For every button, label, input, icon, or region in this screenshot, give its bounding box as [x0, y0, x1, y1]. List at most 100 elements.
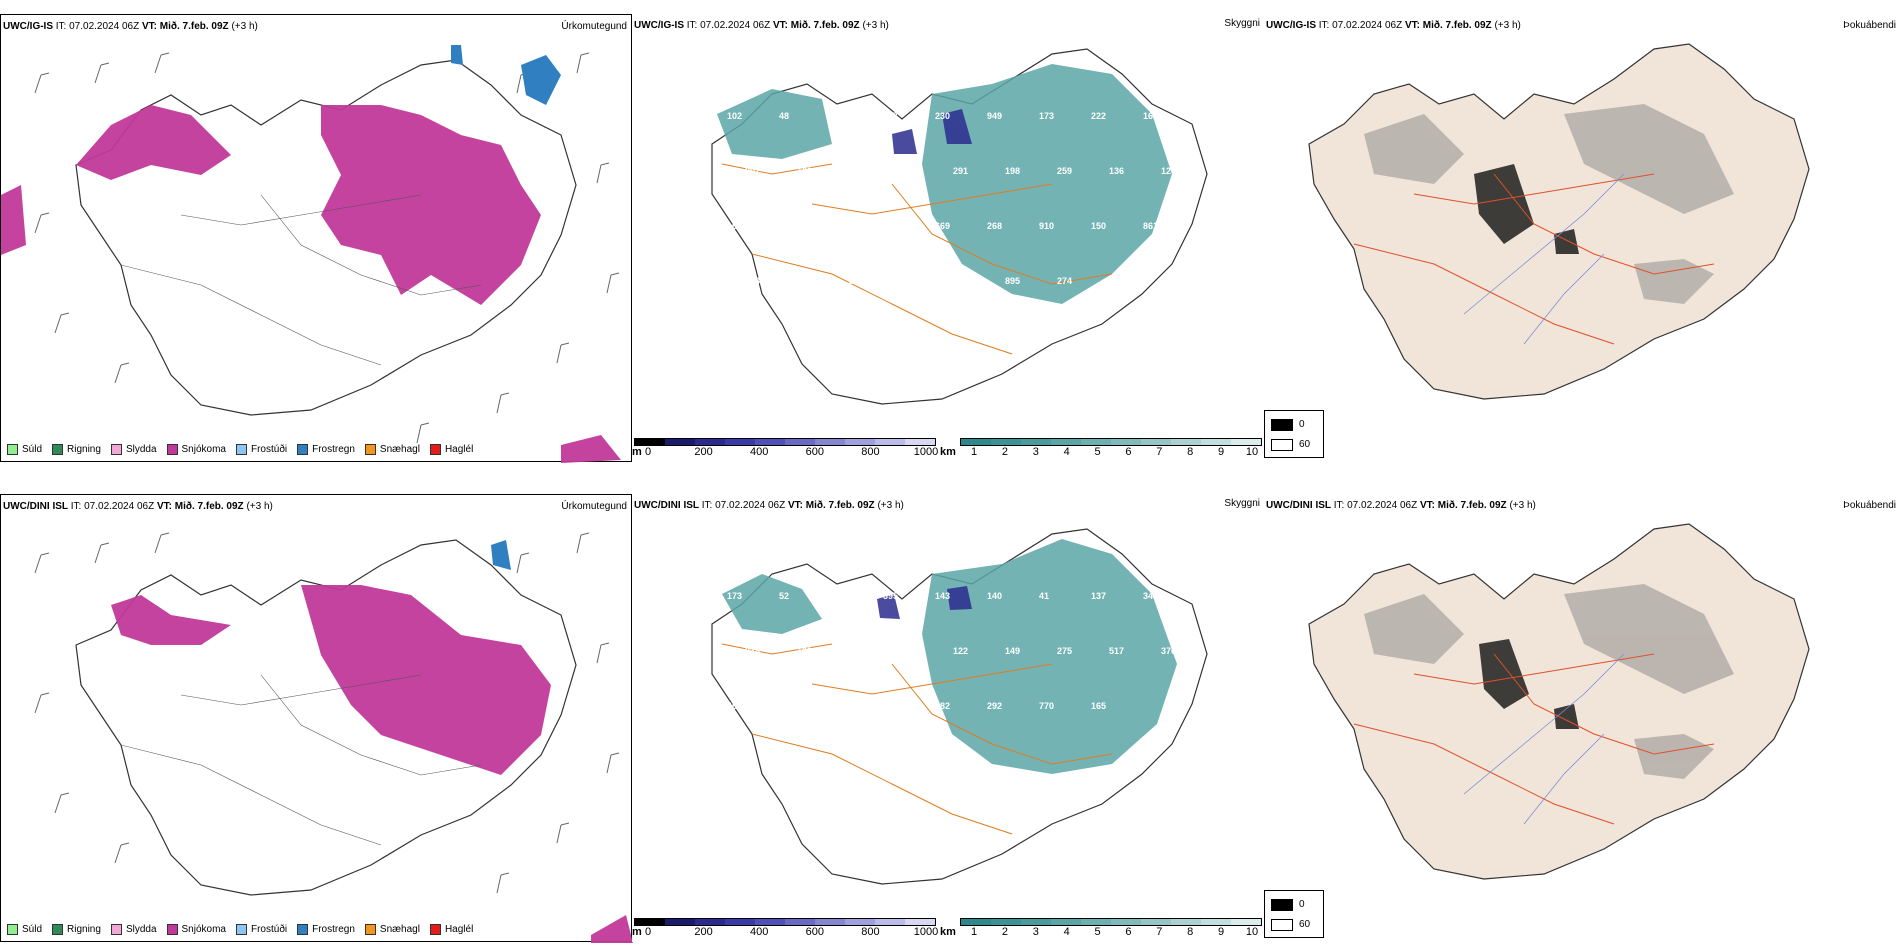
precip-header-top: UWC/IG-IS IT: 07.02.2024 06Z VT: Mið. 7.… [3, 21, 258, 32]
scale-segment [991, 919, 1021, 925]
legend-swatch [110, 924, 122, 935]
fog-dark-areas [1479, 639, 1579, 729]
scale-segment [961, 919, 991, 925]
scale-tick-label: 6 [1125, 446, 1132, 458]
fog-legend-swatch [1271, 919, 1293, 931]
cloud-base-value: 161 [779, 701, 794, 711]
legend-swatch [7, 444, 18, 455]
legend-item: Súld [7, 924, 42, 935]
scale-tick-label: 0 [644, 446, 652, 458]
legend-swatch [364, 924, 376, 935]
legend-label: Frostregn [312, 444, 355, 455]
scale-segment [1171, 919, 1201, 925]
cloud-base-value: 150 [1091, 221, 1106, 231]
cloud-base-value: 282 [935, 701, 950, 711]
lead-time: (+3 h) [1509, 500, 1536, 511]
vt-value: Mið. 7.feb. 09Z [159, 21, 229, 32]
cloud-header-bottom: UWC/DINI ISL IT: 07.02.2024 06Z VT: Mið.… [634, 500, 904, 511]
cloud-fill [722, 539, 1177, 774]
fog-legend-bottom: 0 60 [1264, 890, 1324, 938]
lead-time: (+3 h) [1494, 20, 1521, 31]
cloud-scales-bottom: m 0 200 400 600 800 1000 km 1 2 3 4 5 6 7 8 9 10 [632, 916, 1264, 942]
it-label: IT: [70, 501, 82, 512]
cloud-base-panel-top: 102 48 140 257 230 949 173 222 160 207 166 289 300 29… [632, 14, 1264, 462]
cloud-base-value: 238 [745, 646, 760, 656]
precip-title-top: Úrkomutegund [561, 21, 627, 32]
legend-swatch [7, 924, 18, 935]
freezing-rain-areas [451, 45, 561, 105]
scale-segment [905, 439, 935, 445]
roads [1353, 653, 1715, 825]
height-unit: m [632, 926, 642, 938]
scale-tick-label: 1 [970, 926, 978, 938]
scale-tick-label: 10 [1245, 446, 1259, 458]
scale-tick-label: 5 [1094, 926, 1101, 938]
scale-tick-label: 9 [1218, 446, 1225, 458]
scale-tick-label: 200 [694, 446, 713, 458]
scale-tick-label: 5 [1094, 446, 1101, 458]
scale-tick-label: 8 [1187, 446, 1194, 458]
iceland-outline [1308, 43, 1810, 400]
cloud-base-value: 657 [953, 276, 968, 286]
cloud-base-value: 281 [901, 646, 916, 656]
cloud-base-value: 153 [1161, 276, 1176, 286]
cloud-map-bottom: 173 52 659 395 143 140 41 137 341 238 123 393 281 122… [711, 528, 1208, 885]
cloud-base-value: 376 [1161, 646, 1176, 656]
cloud-fill [717, 64, 1172, 304]
lead-time: (+3 h) [231, 21, 258, 32]
scale-segment [1171, 439, 1201, 445]
legend-swatch [166, 924, 178, 935]
cloud-base-value: 176 [1109, 276, 1124, 286]
legend-swatch [235, 444, 247, 455]
cloud-map-top: 102 48 140 257 230 949 173 222 160 207 166 289 300 29… [711, 48, 1208, 405]
legend-item: Rigning [52, 444, 101, 455]
legend-item: Frostúði [235, 924, 287, 935]
legend-swatch [297, 924, 309, 935]
vt-value: Mið. 7.feb. 09Z [1437, 500, 1507, 511]
legend-item: Frostregn [297, 444, 355, 455]
fog-dark-areas [1474, 164, 1579, 254]
scale-segment [665, 919, 695, 925]
cloud-dark-fill [892, 109, 972, 154]
scale-segment [695, 919, 725, 925]
it-label: IT: [1333, 500, 1345, 511]
cloud-base-value: 395 [883, 591, 898, 601]
vt-value: Mið. 7.feb. 09Z [790, 20, 860, 31]
legend-swatch [235, 924, 247, 935]
iceland-outline [1308, 523, 1810, 880]
fog-grey-areas [1364, 584, 1734, 779]
fog-header-bottom: UWC/DINI ISL IT: 07.02.2024 06Z VT: Mið.… [1266, 500, 1536, 511]
scale-tick-label: 2 [1001, 926, 1008, 938]
scale-segment [1051, 439, 1081, 445]
legend-item: Snjókoma [166, 444, 226, 455]
scale-segment [725, 439, 755, 445]
legend-label: Frostregn [312, 924, 355, 935]
model-name: UWC/DINI ISL [1266, 500, 1331, 511]
cloud-base-value: 275 [1057, 646, 1072, 656]
fog-map-bottom [1308, 523, 1810, 880]
rivers [1463, 173, 1625, 345]
fog-legend-swatch [1271, 899, 1293, 911]
scale-tick-label: 3 [1032, 446, 1039, 458]
legend-label: Súld [22, 444, 43, 455]
legend-swatch [297, 444, 309, 455]
legend-item: Slydda [110, 924, 157, 935]
precip-map-top [1, 45, 621, 463]
scale-segment [665, 439, 695, 445]
scale-tick-label: 7 [1156, 446, 1163, 458]
freezing-rain-areas [491, 540, 511, 570]
precip-legend-bottom: Súld Rigning Slydda Snjókoma Frostúði Frostre… [7, 924, 473, 935]
cloud-base-value: 163 [727, 221, 742, 231]
lead-time: (+3 h) [246, 501, 273, 512]
scale-tick-label: 0 [644, 926, 652, 938]
legend-label: Frostúði [250, 444, 288, 455]
scale-segment [725, 919, 755, 925]
scale-segment [991, 439, 1021, 445]
cloud-base-value: 861 [1143, 221, 1158, 231]
scale-segment [1081, 919, 1111, 925]
it-value: 07.02.2024 06Z [1332, 20, 1403, 31]
fog-legend-swatch [1271, 419, 1293, 431]
scale-segment [1141, 919, 1171, 925]
legend-item: Haglél [429, 924, 473, 935]
cloud-base-value: 230 [935, 111, 950, 121]
